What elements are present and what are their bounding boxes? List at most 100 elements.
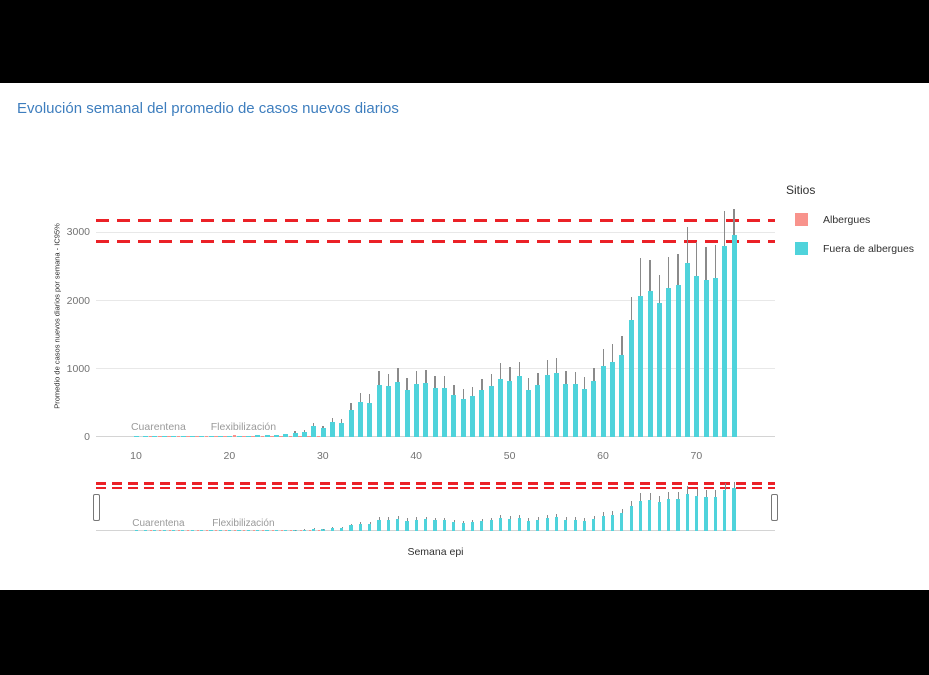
bar-fuera-week-20[interactable] [227,435,233,437]
bar-fuera-week-43[interactable] [442,387,448,437]
bar-albergues-week-28[interactable] [298,436,302,437]
bar-albergues-week-27[interactable] [288,436,293,437]
bar-fuera-week-52[interactable] [526,389,532,437]
bar-fuera-week-30[interactable] [320,428,326,437]
bar-fuera-week-66[interactable] [656,303,662,437]
bar-fuera-week-41[interactable] [423,382,429,437]
bar-fuera-week-58[interactable] [582,388,588,437]
bar-fuera-week-29[interactable] [311,426,317,437]
bar-fuera-week-71[interactable] [703,279,709,437]
bar-fuera-week-31[interactable] [329,422,335,437]
bar-albergues-week-16[interactable] [186,436,190,437]
bar-fuera-week-27[interactable] [292,433,298,437]
bar-fuera-week-36[interactable] [376,384,382,437]
bar-fuera-week-45[interactable] [460,398,466,437]
bar-albergues-week-19[interactable] [214,436,218,437]
bar-fuera-week-39[interactable] [404,389,410,437]
bar-fuera-week-28[interactable] [301,431,307,437]
error-bar-week-40 [415,370,418,384]
bar-fuera-week-15[interactable] [180,436,186,437]
bar-albergues-week-15[interactable] [176,436,181,437]
bar-fuera-week-25[interactable] [273,434,279,437]
bar-fuera-week-59[interactable] [591,380,597,437]
bar-albergues-week-17[interactable] [195,436,199,437]
main-chart[interactable]: Cuarentena Flexibilización [96,195,775,437]
bar-fuera-week-61[interactable] [610,361,616,437]
bar-fuera-week-47[interactable] [479,390,485,437]
bar-fuera-week-19[interactable] [217,436,223,437]
mini-error-bar-week-54 [547,514,549,518]
mini-bar-fuera-week-15 [181,530,185,531]
bar-fuera-week-64[interactable] [638,295,644,437]
bar-fuera-week-55[interactable] [554,372,560,437]
bar-albergues-week-14[interactable] [167,436,171,437]
bar-fuera-week-49[interactable] [498,378,504,437]
bar-fuera-week-67[interactable] [666,288,672,437]
bar-albergues-week-21[interactable] [232,435,237,437]
rangeslider-handle-left[interactable] [93,494,100,521]
bar-fuera-week-37[interactable] [385,386,391,437]
bar-fuera-week-70[interactable] [694,275,700,437]
bar-albergues-week-18[interactable] [204,436,209,437]
bar-albergues-week-24[interactable] [260,436,265,437]
bar-fuera-week-54[interactable] [544,375,550,437]
bar-albergues-week-22[interactable] [242,435,246,437]
bar-fuera-week-11[interactable] [143,436,149,437]
error-bar-week-62 [621,336,623,355]
bar-fuera-week-72[interactable] [712,277,718,437]
bar-fuera-week-69[interactable] [684,262,690,437]
bar-fuera-week-46[interactable] [470,396,476,437]
bar-albergues-week-23[interactable] [251,436,255,437]
bar-fuera-week-18[interactable] [208,436,214,437]
legend-item-albergues[interactable]: Albergues [786,213,914,226]
bar-albergues-week-26[interactable] [279,436,284,437]
bar-albergues-week-13[interactable] [158,436,162,437]
bar-albergues-week-30[interactable] [316,436,321,437]
mini-error-bar-week-63 [631,500,633,506]
bar-fuera-week-23[interactable] [255,435,261,437]
legend-item-fuera-de-albergues[interactable]: Fuera de albergues [786,242,914,255]
bar-fuera-week-16[interactable] [189,436,195,437]
bar-fuera-week-33[interactable] [348,410,354,437]
bar-fuera-week-34[interactable] [357,402,363,437]
error-bar-week-48 [490,373,492,387]
bar-fuera-week-51[interactable] [516,376,522,437]
bar-fuera-week-26[interactable] [283,434,289,437]
bar-albergues-week-29[interactable] [307,436,312,437]
bar-fuera-week-56[interactable] [563,383,569,437]
bar-fuera-week-44[interactable] [451,395,457,437]
bar-fuera-week-38[interactable] [395,381,401,437]
mini-bar-fuera-week-45 [461,522,465,531]
bar-fuera-week-42[interactable] [432,387,438,437]
bar-fuera-week-40[interactable] [414,383,419,437]
bar-albergues-week-20[interactable] [223,436,227,437]
bar-fuera-week-24[interactable] [264,434,270,437]
rangeslider[interactable]: Cuarentena Flexibilización [93,481,778,533]
bar-albergues-week-25[interactable] [270,436,274,437]
bar-fuera-week-63[interactable] [628,319,634,437]
bar-fuera-week-60[interactable] [600,365,606,437]
bar-fuera-week-62[interactable] [619,355,625,437]
bar-fuera-week-68[interactable] [675,285,681,437]
bar-fuera-week-35[interactable] [367,402,373,437]
bar-fuera-week-48[interactable] [488,386,494,437]
bar-fuera-week-65[interactable] [647,290,653,437]
bar-fuera-week-73[interactable] [722,246,728,437]
bar-fuera-week-21[interactable] [236,435,242,437]
bar-fuera-week-22[interactable] [245,435,251,437]
mini-bar-fuera-week-31 [330,527,334,531]
bar-fuera-week-74[interactable] [731,235,737,437]
bar-fuera-week-53[interactable] [535,385,541,437]
mini-bar-fuera-week-60 [601,515,605,531]
bar-fuera-week-13[interactable] [161,436,167,437]
bar-albergues-week-12[interactable] [148,436,153,437]
error-bar-week-28 [303,429,306,432]
rangeslider-handle-right[interactable] [771,494,778,521]
bar-fuera-week-57[interactable] [572,384,578,437]
bar-fuera-week-14[interactable] [171,436,177,437]
bar-fuera-week-10[interactable] [133,436,139,437]
bar-fuera-week-12[interactable] [152,436,158,437]
bar-fuera-week-32[interactable] [339,423,345,437]
bar-fuera-week-17[interactable] [199,436,205,437]
bar-fuera-week-50[interactable] [507,380,513,437]
